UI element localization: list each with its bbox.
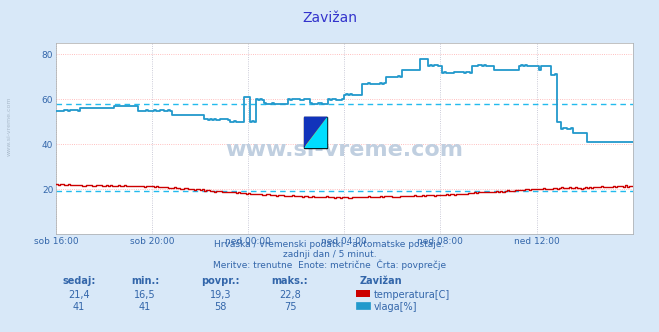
Text: 22,8: 22,8 [279, 290, 301, 299]
Polygon shape [304, 117, 328, 148]
Text: www.si-vreme.com: www.si-vreme.com [225, 140, 463, 160]
Text: zadnji dan / 5 minut.: zadnji dan / 5 minut. [283, 250, 376, 259]
Text: temperatura[C]: temperatura[C] [374, 290, 450, 299]
Text: 19,3: 19,3 [210, 290, 231, 299]
Text: min.:: min.: [131, 276, 159, 286]
Text: Hrvaška / vremenski podatki - avtomatske postaje.: Hrvaška / vremenski podatki - avtomatske… [214, 240, 445, 249]
Text: Meritve: trenutne  Enote: metrične  Črta: povprečje: Meritve: trenutne Enote: metrične Črta: … [213, 260, 446, 270]
Text: povpr.:: povpr.: [202, 276, 240, 286]
Text: 58: 58 [215, 302, 227, 312]
Polygon shape [304, 117, 328, 148]
Text: 41: 41 [139, 302, 151, 312]
Text: 21,4: 21,4 [69, 290, 90, 299]
Text: www.si-vreme.com: www.si-vreme.com [7, 96, 12, 156]
Text: maks.:: maks.: [272, 276, 308, 286]
Text: 41: 41 [73, 302, 85, 312]
Text: 16,5: 16,5 [134, 290, 156, 299]
Text: Zavižan: Zavižan [359, 276, 402, 286]
Text: vlaga[%]: vlaga[%] [374, 302, 417, 312]
Text: sedaj:: sedaj: [63, 276, 96, 286]
Text: 75: 75 [284, 302, 296, 312]
FancyBboxPatch shape [304, 117, 328, 148]
Text: Zavižan: Zavižan [302, 11, 357, 25]
